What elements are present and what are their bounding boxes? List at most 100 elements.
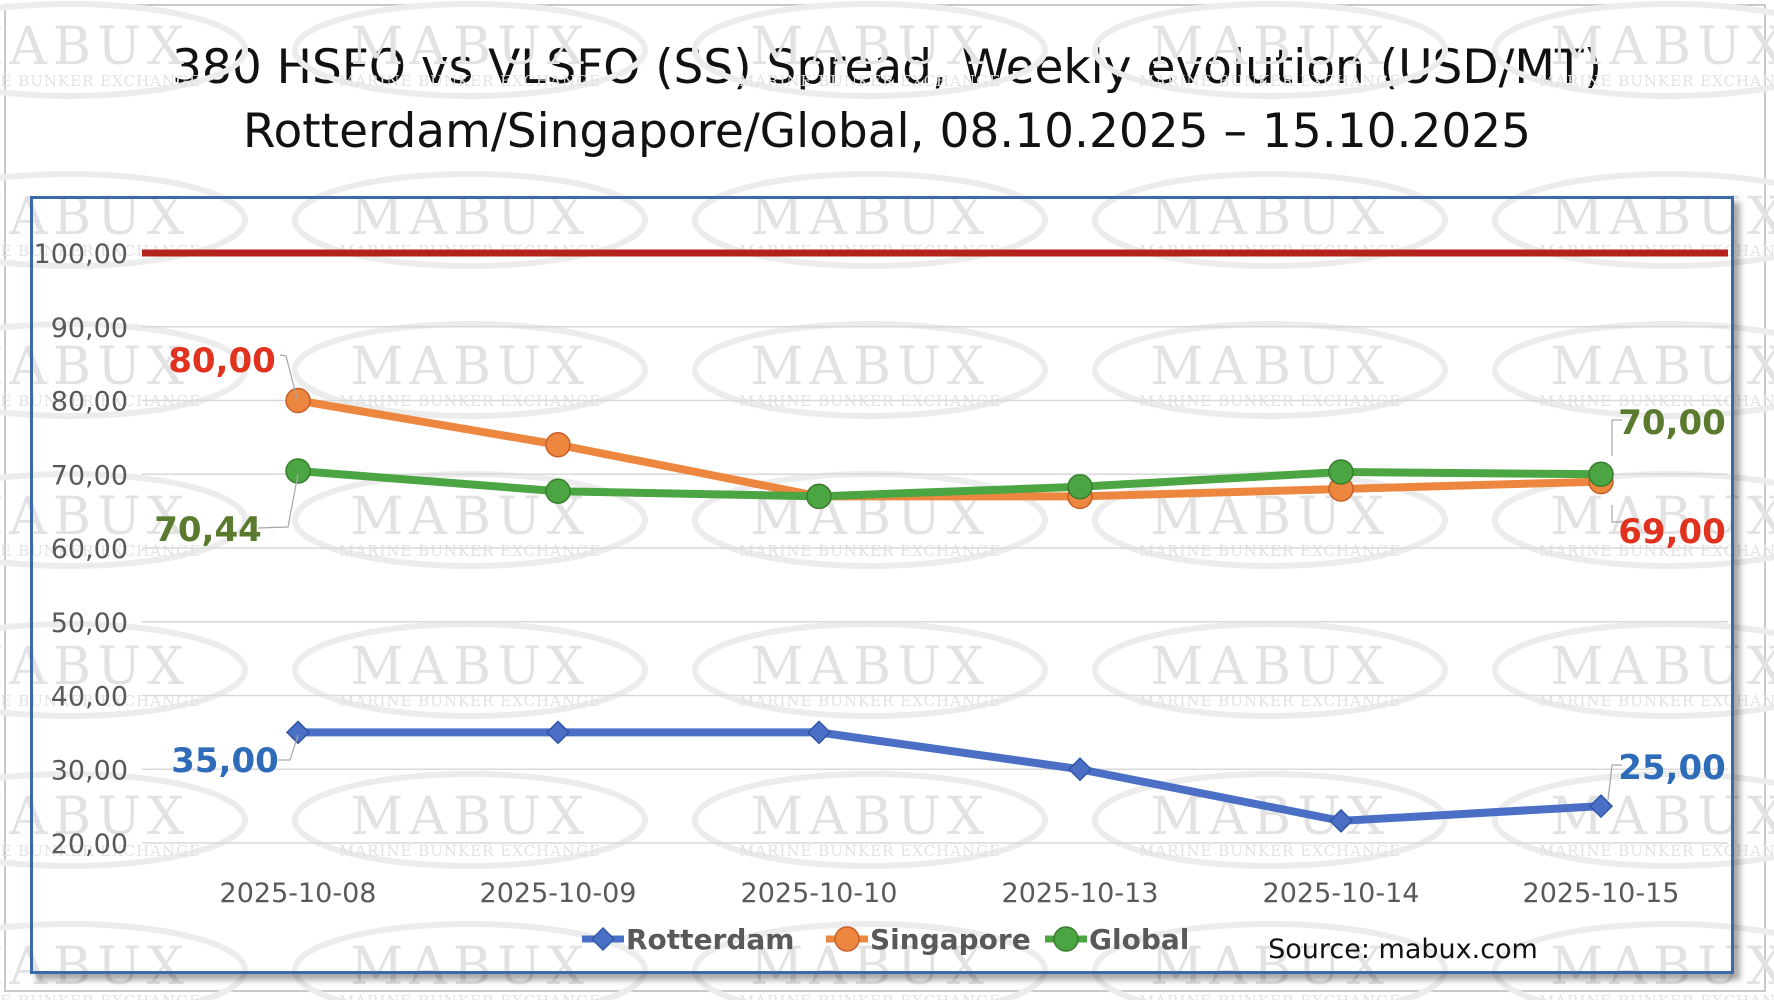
watermark-swoosh <box>0 321 248 419</box>
data-label-singapore-first: 80,00 <box>168 341 276 381</box>
data-point <box>806 720 832 745</box>
watermark-tagline: MARINE BUNKER EXCHANGE <box>339 842 601 860</box>
watermark-swoosh <box>692 171 1048 269</box>
series-rotterdam <box>285 720 1614 833</box>
legend: Rotterdam Singapore Global <box>582 923 1189 956</box>
chart-subtitle: Rotterdam/Singapore/Global, 08.10.2025 –… <box>242 104 1532 159</box>
watermark-brand: MABUX <box>750 787 990 847</box>
watermark-swoosh <box>1092 921 1448 1000</box>
watermark-tagline: MARINE BUNKER EXCHANGE <box>1139 692 1401 710</box>
watermark-swoosh <box>292 1 648 99</box>
chart-title-block: 380 HSFO vs VLSFO (SS) Spread, Weekly ev… <box>0 36 1774 164</box>
series-line <box>294 728 1605 825</box>
leader-line <box>257 473 299 529</box>
legend-item-singapore: Singapore <box>826 923 1031 956</box>
watermark-swoosh <box>1492 171 1774 269</box>
watermark-swoosh <box>292 621 648 719</box>
y-tick-label: 60,00 <box>51 534 128 565</box>
data-label-rotterdam-first: 35,00 <box>171 741 279 781</box>
watermark-brand: MABUX <box>350 637 590 697</box>
watermark-tagline: MARINE BUNKER EXCHANGE <box>0 842 201 860</box>
watermark-brand: MABUX <box>350 787 590 847</box>
watermark-tagline: MARINE BUNKER EXCHANGE <box>1539 542 1774 560</box>
watermark-swoosh <box>0 1 248 99</box>
y-tick-label: 70,00 <box>51 460 128 491</box>
data-point <box>545 432 571 458</box>
data-point <box>545 478 571 504</box>
watermark-swoosh <box>1092 621 1448 719</box>
watermark-brand: MABUX <box>350 937 590 997</box>
leader-line <box>278 734 299 761</box>
leader-line <box>1611 419 1622 456</box>
watermark-swoosh <box>1092 771 1448 869</box>
watermark-swoosh <box>1492 921 1774 1000</box>
watermark-brand: MABUX <box>350 337 590 397</box>
y-tick-label: 80,00 <box>51 387 128 418</box>
watermark-brand: MABUX <box>1550 17 1774 77</box>
watermark-tagline: MARINE BUNKER EXCHANGE <box>739 992 1001 1000</box>
data-label-singapore-last: 69,00 <box>1618 512 1726 552</box>
y-tick-label: 50,00 <box>51 608 128 639</box>
y-tick-label: 30,00 <box>51 755 128 786</box>
watermark-tagline: MARINE BUNKER EXCHANGE <box>1139 842 1401 860</box>
watermark-brand: MABUX <box>350 487 590 547</box>
watermark-tagline: MARINE BUNKER EXCHANGE <box>1139 72 1401 90</box>
watermark-swoosh <box>292 771 648 869</box>
data-label-global-first: 70,44 <box>154 510 262 550</box>
legend-item-global: Global <box>1045 923 1189 956</box>
watermark-swoosh <box>0 771 248 869</box>
watermark-swoosh <box>1492 621 1774 719</box>
watermark-brand: MABUX <box>350 17 590 77</box>
legend-swatch-marker <box>1053 926 1079 952</box>
series-line <box>294 396 1605 501</box>
watermark-swoosh <box>292 321 648 419</box>
data-point <box>1328 459 1354 485</box>
data-labels: 35,00 25,00 80,00 69,00 70,44 70,00 <box>154 341 1726 801</box>
watermark-tagline: MARINE BUNKER EXCHANGE <box>1539 692 1774 710</box>
watermark-brand: MABUX <box>1550 337 1774 397</box>
watermark-tagline: MARINE BUNKER EXCHANGE <box>739 542 1001 560</box>
watermark-swoosh <box>692 1 1048 99</box>
watermark-tagline: MARINE BUNKER EXCHANGE <box>339 692 601 710</box>
watermark-swoosh <box>0 471 248 569</box>
watermark-brand: MABUX <box>1550 937 1774 997</box>
leader-line <box>1611 505 1622 523</box>
legend-swatch-marker <box>590 926 616 952</box>
chart-title: 380 HSFO vs VLSFO (SS) Spread, Weekly ev… <box>172 40 1602 95</box>
watermark-tagline: MARINE BUNKER EXCHANGE <box>739 692 1001 710</box>
watermark-swoosh <box>692 771 1048 869</box>
watermark-tagline: MARINE BUNKER EXCHANGE <box>339 992 601 1000</box>
data-point <box>1588 461 1614 487</box>
data-point <box>1328 808 1354 833</box>
data-point <box>806 483 832 510</box>
watermark-swoosh <box>1492 1 1774 99</box>
watermark-tagline: MARINE BUNKER EXCHANGE <box>1539 72 1774 90</box>
x-tick-label: 2025-10-14 <box>1263 878 1420 909</box>
watermark-tagline: MARINE BUNKER EXCHANGE <box>739 72 1001 90</box>
x-tick-label: 2025-10-13 <box>1002 878 1159 909</box>
watermark-swoosh <box>692 321 1048 419</box>
watermark-tagline: MARINE BUNKER EXCHANGE <box>0 392 201 410</box>
watermark-tagline: MARINE BUNKER EXCHANGE <box>0 542 201 560</box>
watermark-swoosh <box>0 621 248 719</box>
x-tick-label: 2025-10-10 <box>741 878 898 909</box>
watermark-tagline: MARINE BUNKER EXCHANGE <box>0 692 201 710</box>
watermark-swoosh <box>692 921 1048 1000</box>
watermark-tagline: MARINE BUNKER EXCHANGE <box>0 72 201 90</box>
watermark-swoosh <box>0 921 248 1000</box>
watermark-tagline: MARINE BUNKER EXCHANGE <box>0 992 201 1000</box>
watermark-brand: MABUX <box>1150 17 1390 77</box>
watermark-brand: MABUX <box>1550 487 1774 547</box>
leader-line <box>1607 764 1622 801</box>
watermark-swoosh <box>692 621 1048 719</box>
